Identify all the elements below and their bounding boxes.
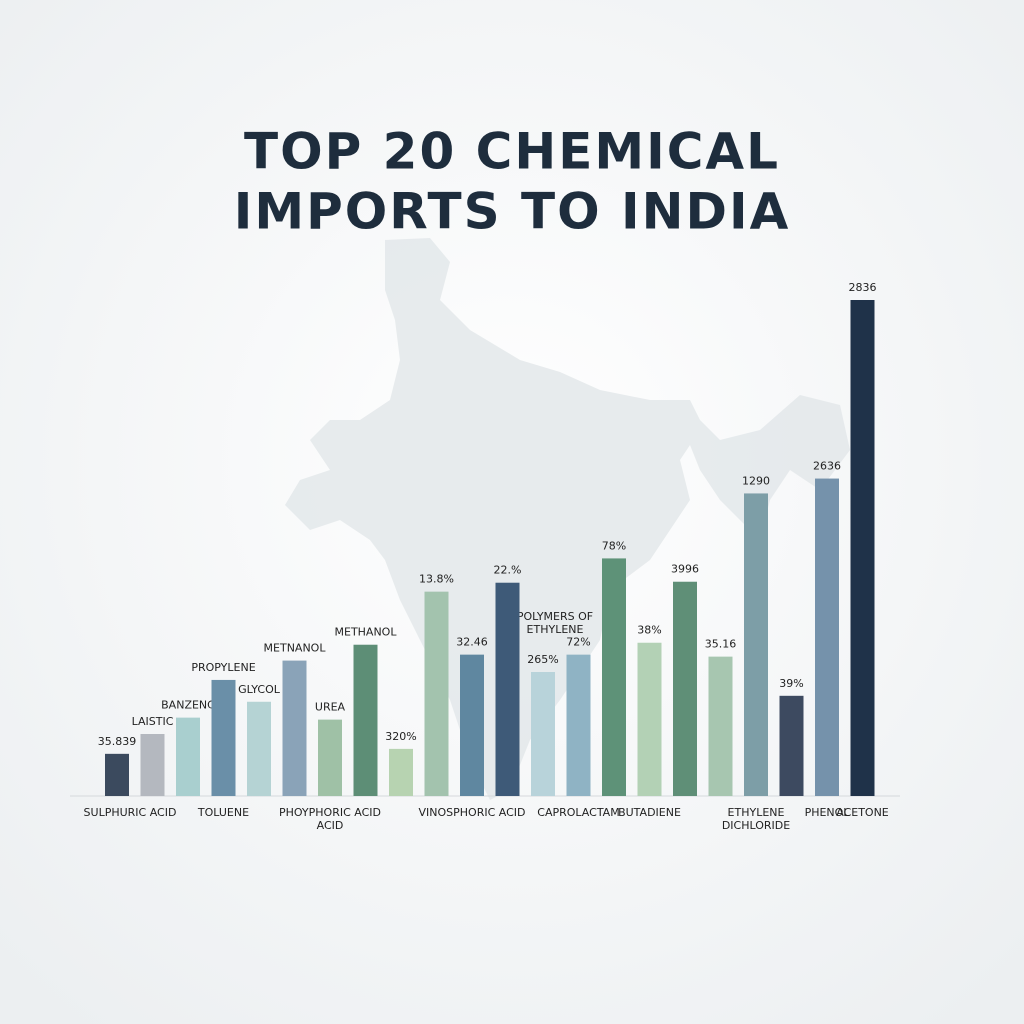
map-silhouette [285,238,850,800]
bar [318,719,342,796]
x-tick-label: VINOSPHORIC ACID [419,806,526,819]
bar [779,695,804,796]
bar [389,748,413,796]
bar [673,581,697,796]
bar-label: BANZENC [161,699,215,712]
bar-label: LAISTIC [132,715,174,728]
bar [176,717,200,796]
bar-label: 39% [779,677,803,690]
chart-title: TOP 20 CHEMICAL [244,123,780,181]
bar [105,753,129,796]
bar-label: 13.8% [419,573,454,586]
bar [744,493,768,796]
bar-label: 2636 [813,460,841,473]
bar [637,642,662,796]
bar-label: UREA [315,701,346,714]
x-tick-label: ETHYLENE [728,806,785,819]
bar [815,478,839,796]
bar-label: 2836 [849,281,877,294]
x-tick-label: CAPROLACTAM [537,806,619,819]
x-tick-label: TOLUENE [197,806,249,819]
bar [602,558,626,796]
bar-label: 35.16 [705,638,737,651]
bar [850,300,875,796]
x-tick-label: ACID [317,819,344,832]
x-tick-label: BUTADIENE [618,806,681,819]
bar [211,679,236,796]
x-tick-label: DICHLORIDE [722,819,790,832]
bar [282,660,307,796]
bar [140,734,165,796]
x-tick-label: ACETONE [836,806,889,819]
bar [247,701,271,796]
bar [708,656,733,796]
bar-label: 1290 [742,474,770,487]
bar-label: 78% [602,539,626,552]
chart-title: IMPORTS TO INDIA [234,183,791,241]
bar [495,582,520,796]
bar-label: 320% [385,730,416,743]
bar-label: 265% [527,653,558,666]
bar [531,672,555,796]
x-tick-label: PHOYPHORIC ACID [279,806,381,819]
bar-label: METHANOL [335,626,398,639]
annotation: ETHYLENE [527,623,584,636]
bar-label: METNANOL [264,642,327,655]
annotation: POLYMERS OF [517,610,593,623]
bar [566,654,591,796]
bar-label: 72% [566,636,590,649]
x-tick-label: PHENOL [805,806,851,819]
bar-label: 22.% [494,564,522,577]
x-tick-label: SULPHURIC ACID [84,806,177,819]
bar [424,591,449,796]
bar-label: 35.839 [98,735,137,748]
bar-label: GLYCOL [238,683,281,696]
bar [460,654,484,796]
bar [353,644,378,796]
bar-label: 3996 [671,563,699,576]
bar-label: 32.46 [456,636,488,649]
bar-label: PROPYLENE [191,661,255,674]
bar-label: 38% [637,624,661,637]
